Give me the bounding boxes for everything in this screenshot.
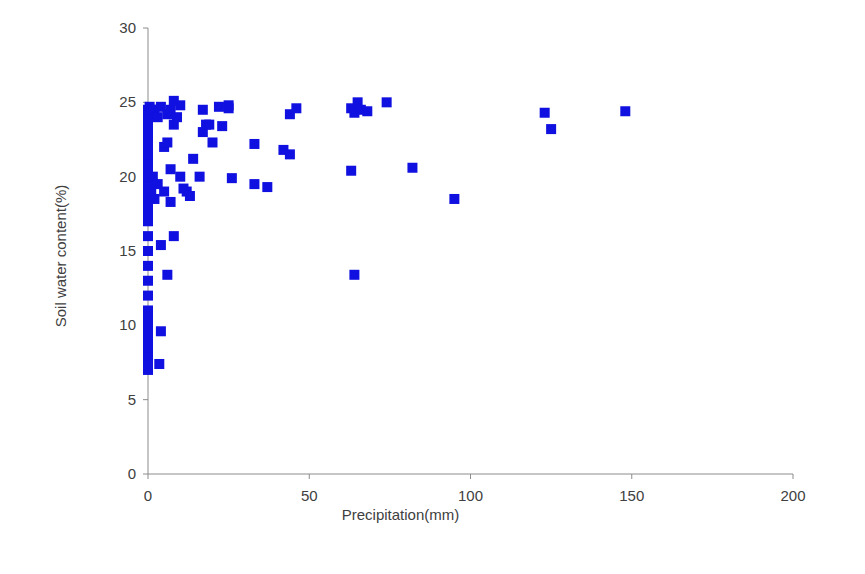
y-tick-label: 30	[119, 19, 136, 36]
point	[382, 97, 392, 107]
x-tick-label: 100	[458, 487, 483, 504]
point	[204, 120, 214, 130]
point	[169, 231, 179, 241]
point	[540, 108, 550, 118]
point	[208, 137, 218, 147]
point	[185, 191, 195, 201]
point	[188, 154, 198, 164]
point	[407, 163, 417, 173]
x-tick	[309, 474, 310, 479]
chart: 0 5 10 15 20 25 30 0 50 100 150 200 Precipitation(mm…	[0, 0, 865, 574]
y-tick-label: 0	[128, 465, 136, 482]
point	[162, 270, 172, 280]
point	[159, 187, 169, 197]
point	[449, 194, 459, 204]
point	[214, 102, 224, 112]
y-tick-label: 25	[119, 93, 136, 110]
point	[620, 106, 630, 116]
point	[262, 182, 272, 192]
point	[224, 100, 234, 110]
y-tick-label: 15	[119, 242, 136, 259]
point	[291, 103, 301, 113]
x-tick	[631, 474, 632, 479]
point	[166, 197, 176, 207]
point	[149, 194, 159, 204]
point	[175, 172, 185, 182]
x-tick	[148, 474, 149, 479]
y-tick	[143, 474, 148, 475]
point	[143, 261, 153, 271]
point	[198, 105, 208, 115]
y-axis-label: Soil water content(%)	[52, 185, 69, 328]
point	[172, 112, 182, 122]
y-tick-label: 20	[119, 168, 136, 185]
point	[154, 359, 164, 369]
point	[285, 149, 295, 159]
point	[249, 139, 259, 149]
x-tick-label: 150	[619, 487, 644, 504]
y-tick-label: 5	[128, 391, 136, 408]
point	[217, 121, 227, 131]
point	[143, 305, 153, 315]
point	[143, 276, 153, 286]
x-tick-label: 50	[301, 487, 318, 504]
point	[227, 173, 237, 183]
y-tick	[143, 28, 148, 29]
point	[143, 231, 153, 241]
point	[362, 106, 372, 116]
point	[166, 164, 176, 174]
point	[153, 112, 163, 122]
point	[349, 270, 359, 280]
x-tick	[793, 474, 794, 479]
point	[162, 137, 172, 147]
point	[175, 100, 185, 110]
point	[143, 291, 153, 301]
points	[143, 96, 630, 375]
y-tick	[143, 399, 148, 400]
point	[346, 166, 356, 176]
point	[546, 124, 556, 134]
x-tick-label: 200	[780, 487, 805, 504]
x-axis-label: Precipitation(mm)	[342, 506, 460, 523]
point	[143, 246, 153, 256]
point	[195, 172, 205, 182]
x-tick-label: 0	[144, 487, 152, 504]
point	[156, 240, 166, 250]
x-axis	[148, 474, 793, 475]
y-tick-label: 10	[119, 316, 136, 333]
point	[156, 326, 166, 336]
point	[249, 179, 259, 189]
x-tick	[470, 474, 471, 479]
